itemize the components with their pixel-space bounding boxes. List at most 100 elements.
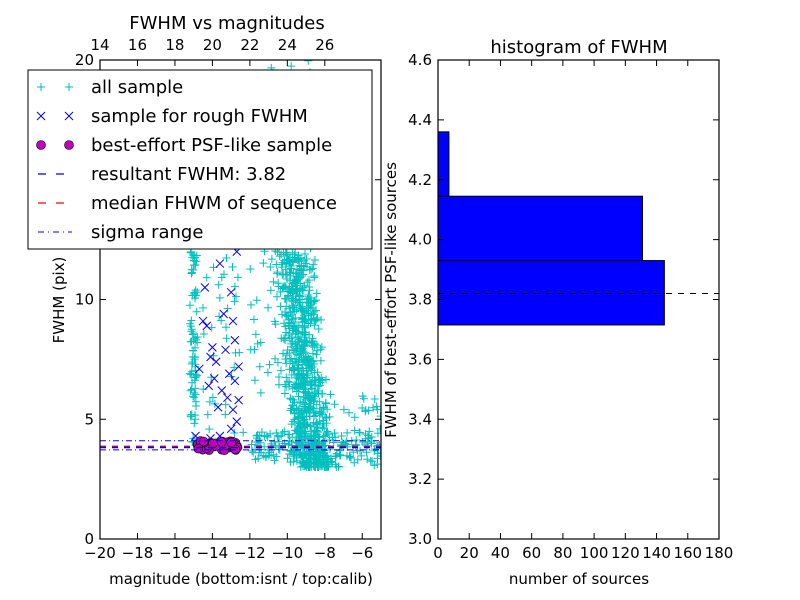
all-sample-point [289, 322, 298, 331]
all-sample-point [276, 287, 285, 296]
all-sample-point [320, 424, 329, 433]
all-sample-point [307, 314, 316, 323]
all-sample-point [190, 376, 199, 385]
all-sample-point [307, 298, 316, 307]
all-sample-point [276, 302, 285, 311]
scatter-ylabel: FWHM (pix) [50, 257, 68, 344]
all-sample-point [222, 254, 231, 263]
x-tick-label: −16 [159, 544, 191, 562]
all-sample-point [282, 351, 291, 360]
all-sample-point [281, 308, 290, 317]
all-sample-point [355, 428, 364, 437]
all-sample-point [303, 369, 312, 378]
histogram-bar [437, 195, 644, 262]
all-sample-point [300, 340, 309, 349]
all-sample-point [273, 268, 282, 277]
rough-sample-point [234, 362, 243, 371]
rough-sample-point [230, 376, 240, 386]
legend-label: median FHWM of sequence [91, 193, 337, 214]
all-sample-point [308, 349, 317, 358]
all-sample-point [198, 303, 207, 312]
all-sample-point [297, 433, 306, 442]
all-sample-point [269, 450, 278, 459]
all-sample-point [297, 353, 306, 362]
legend-item: all sample [37, 77, 183, 98]
legend-label: best-effort PSF-like sample [91, 135, 332, 156]
x-tick-label: 120 [611, 544, 640, 562]
all-sample-point [190, 343, 199, 352]
all-sample-point [239, 428, 248, 437]
top-tick-label: 26 [315, 36, 334, 54]
psf-sample-point [198, 436, 209, 447]
all-sample-point [276, 366, 285, 375]
histogram-panel: histogram of FWHM 0 20 40 60 80 100 120 140 160 1… [382, 37, 733, 588]
all-sample-point [286, 394, 295, 403]
all-sample-point [278, 271, 287, 280]
all-sample-point [311, 380, 320, 389]
all-sample-point [304, 404, 313, 413]
x-tick-label: −14 [197, 544, 229, 562]
all-sample-point [342, 451, 351, 460]
rough-sample-point [206, 352, 215, 362]
all-sample-point [302, 254, 311, 263]
rough-sample-point [221, 345, 230, 355]
all-sample-point [292, 387, 301, 396]
all-sample-point [358, 437, 367, 446]
all-sample-point [346, 453, 355, 462]
all-sample-point [316, 356, 325, 365]
all-sample-point [292, 344, 301, 353]
all-sample-point [376, 424, 381, 433]
all-sample-point [285, 378, 294, 387]
all-sample-point [305, 293, 314, 302]
all-sample-point [292, 284, 301, 293]
all-sample-point [323, 451, 332, 460]
all-sample-point [331, 452, 340, 461]
all-sample-point [308, 303, 317, 312]
all-sample-point [311, 437, 320, 446]
all-sample-point [307, 436, 316, 445]
all-sample-point [266, 263, 275, 272]
all-sample-point [189, 336, 198, 345]
y-tick-label: 3.6 [408, 350, 432, 368]
all-sample-point [231, 348, 240, 357]
circle-icon [64, 140, 74, 150]
all-sample-point [314, 324, 323, 333]
all-sample-point [205, 425, 214, 434]
all-sample-point [329, 438, 338, 447]
rough-sample-point [219, 309, 228, 319]
all-sample-point [281, 355, 290, 364]
all-sample-point [187, 316, 196, 325]
rough-sample-point [202, 321, 212, 331]
all-sample-point [267, 255, 276, 264]
all-sample-point [232, 292, 241, 301]
all-sample-point [277, 250, 286, 259]
all-sample-point [275, 252, 284, 261]
all-sample-point [265, 360, 274, 369]
all-sample-point [310, 368, 319, 377]
all-sample-point [304, 60, 313, 65]
all-sample-point [287, 420, 296, 429]
all-sample-point [297, 409, 306, 418]
all-sample-point [373, 460, 381, 469]
rough-sample-point [224, 369, 234, 379]
all-sample-point [310, 256, 319, 264]
rough-sample-point [223, 393, 232, 403]
all-sample-point [287, 370, 296, 379]
all-sample-point [205, 397, 214, 406]
all-sample-point [319, 416, 328, 425]
all-sample-point [319, 456, 328, 465]
all-sample-point [312, 350, 321, 359]
legend-item: resultant FWHM: 3.82 [38, 164, 286, 185]
all-sample-point [321, 413, 330, 422]
all-sample-point [208, 393, 217, 402]
all-sample-point [312, 289, 321, 298]
y-tick-label: 0 [84, 530, 94, 548]
all-sample-point [228, 262, 237, 271]
all-sample-point [366, 456, 375, 465]
all-sample-point [203, 410, 212, 419]
rough-sample-point [230, 335, 240, 345]
all-sample-point [287, 282, 296, 291]
all-sample-point [273, 358, 282, 367]
all-sample-point [255, 362, 264, 371]
all-sample-point [251, 330, 260, 339]
